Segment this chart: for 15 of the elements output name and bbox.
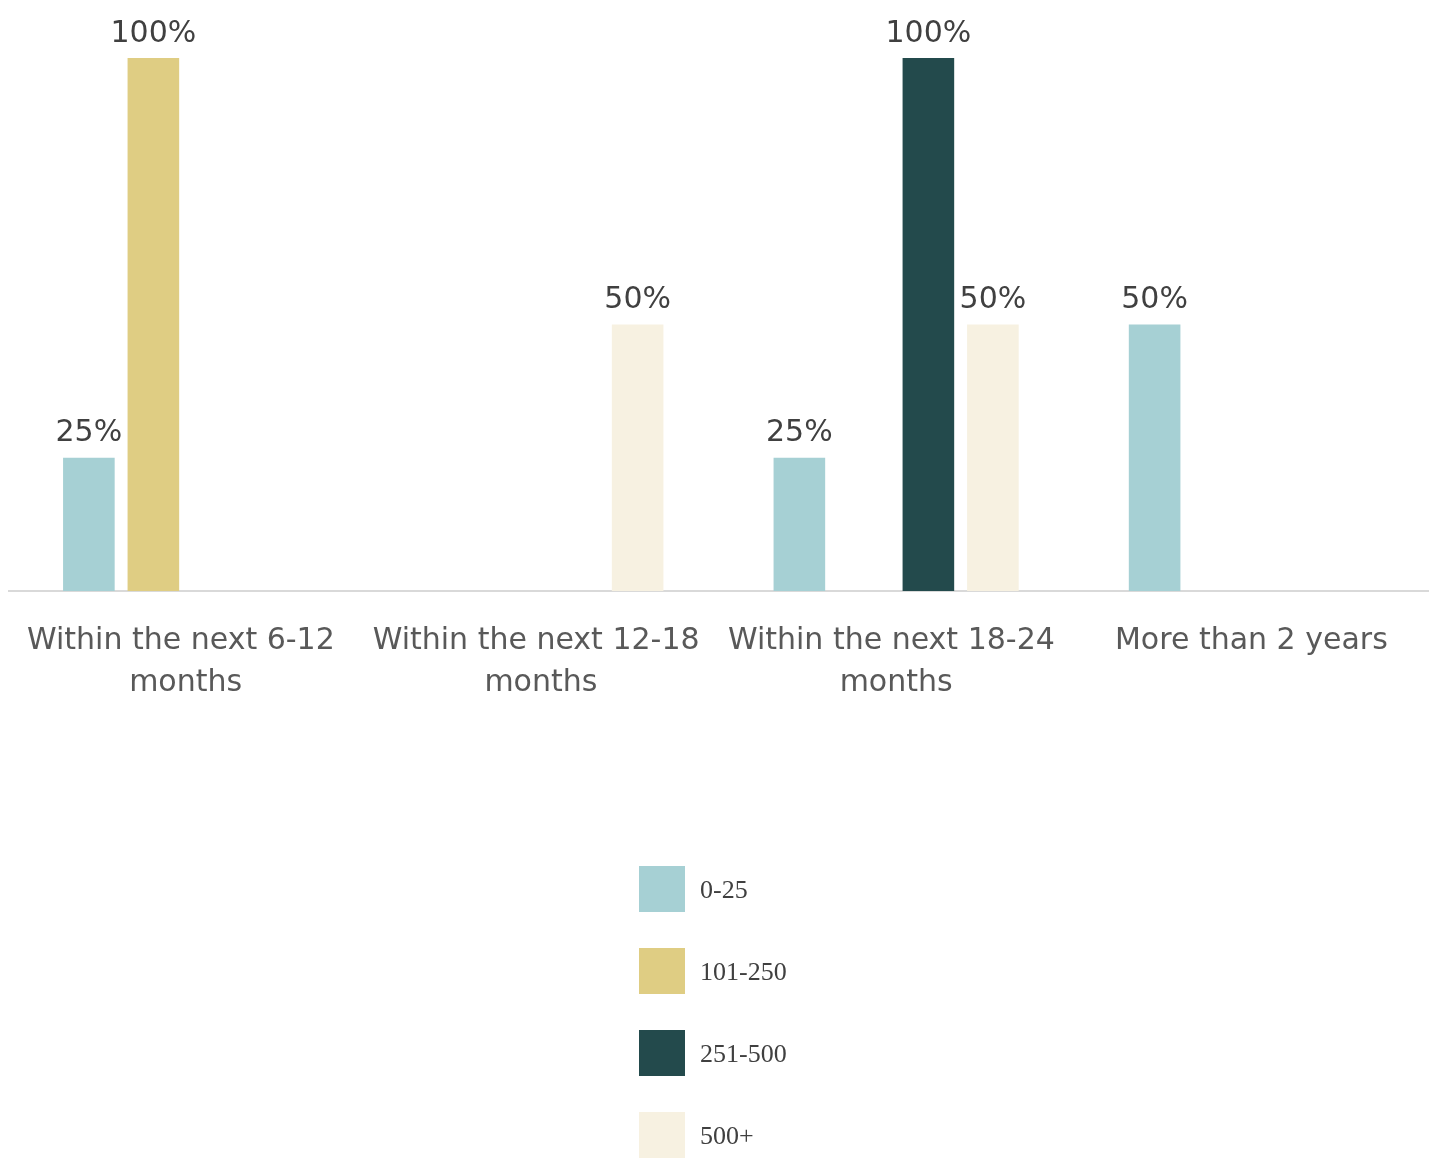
data-label: 100% [885, 13, 972, 49]
legend-label: 500+ [700, 1120, 754, 1150]
x-tick-label: Within the next 6-12 months [26, 620, 345, 698]
legend-label: 101-250 [700, 956, 787, 986]
data-label: 25% [55, 413, 123, 449]
x-tick-label: More than 2 years [1114, 620, 1388, 656]
legend-label: 251-500 [700, 1038, 787, 1068]
data-label: 100% [110, 13, 197, 49]
data-label: 50% [1121, 280, 1188, 315]
x-tick-label: Within the next 18-24 months [727, 620, 1065, 698]
data-label: 50% [959, 280, 1027, 315]
legend-label: 0-25 [700, 874, 748, 904]
x-tick-label: Within the next 12-18 months [372, 620, 710, 698]
data-label: 25% [766, 413, 833, 449]
data-label: 50% [604, 280, 671, 315]
